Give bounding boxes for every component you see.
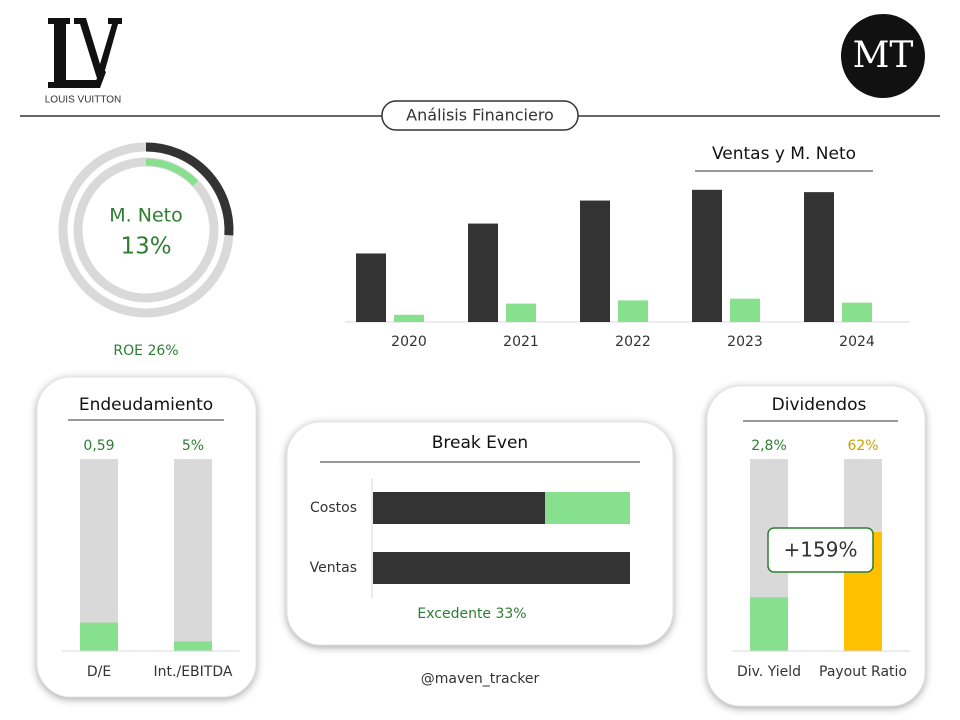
brand-name: LOUIS VUITTON [45, 95, 122, 106]
panel [36, 376, 257, 698]
bar [545, 492, 630, 524]
donut-value: 13% [120, 234, 171, 260]
section-title: Análisis Financiero [406, 106, 554, 125]
section-pill [381, 100, 579, 131]
annotation: Excedente 33% [417, 606, 526, 622]
badge-text: MT [853, 35, 914, 76]
x-tick-label: 2020 [391, 334, 427, 350]
bar [174, 641, 212, 651]
x-tick-label: Int./EBITDA [154, 664, 233, 680]
bar [804, 192, 834, 322]
value-label: 2,8% [751, 438, 787, 454]
x-tick-label: D/E [87, 664, 111, 680]
y-tick-label: Costos [310, 500, 357, 516]
bar [80, 622, 118, 651]
bar [356, 253, 386, 322]
donut-title: M. Neto [109, 205, 182, 227]
bar [618, 300, 648, 322]
bar-track [174, 459, 212, 651]
x-tick-label: 2024 [839, 334, 875, 350]
bar [580, 200, 610, 322]
bar [842, 302, 872, 322]
credit: @maven_tracker [421, 671, 540, 687]
bar [373, 492, 546, 524]
bar [750, 597, 788, 651]
bar [394, 314, 424, 322]
value-label: 5% [182, 438, 204, 454]
bar-track [80, 459, 118, 651]
bar [373, 552, 630, 584]
bar [730, 298, 760, 322]
y-tick-label: Ventas [310, 560, 357, 576]
panel [286, 421, 674, 646]
x-tick-label: 2022 [615, 334, 651, 350]
bar [692, 189, 722, 322]
bar [468, 223, 498, 322]
badge-circle [841, 14, 925, 98]
chart-title: Dividendos [772, 395, 867, 415]
x-tick-label: 2021 [503, 334, 539, 350]
donut-sub-value: ROE 26% [113, 343, 178, 359]
chart-title: Break Even [432, 433, 528, 453]
chart-title: Ventas y M. Neto [712, 144, 856, 164]
value-label: 62% [847, 438, 878, 454]
annotation-box [767, 527, 874, 573]
ring-arc [145, 158, 199, 186]
bar [506, 303, 536, 322]
x-tick-label: Payout Ratio [819, 664, 907, 680]
value-label: 0,59 [83, 438, 114, 454]
ring-arc [145, 142, 234, 236]
x-tick-label: Div. Yield [737, 664, 801, 680]
brand-logo [48, 18, 122, 88]
x-tick-label: 2023 [727, 334, 763, 350]
chart-title: Endeudamiento [79, 395, 213, 415]
annotation: +159% [784, 538, 858, 562]
